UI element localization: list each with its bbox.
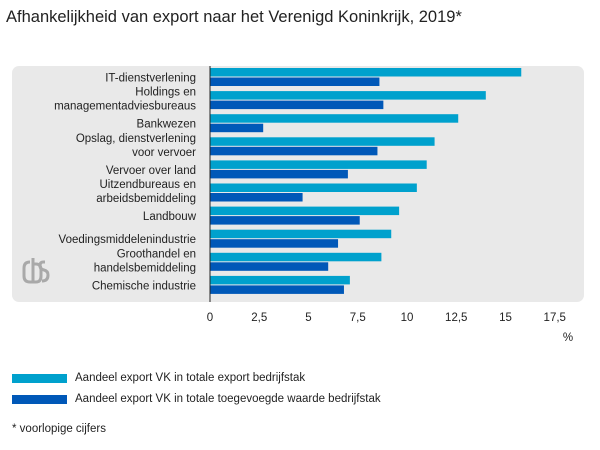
legend-label-value-added: Aandeel export VK in totale toegevoegde … (75, 393, 381, 405)
x-tick-label: 7,5 (350, 312, 366, 324)
category-label: Holdings en managementadviesbureaus (54, 87, 196, 113)
category-label: Uitzendbureaus en arbeidsbemiddeling (96, 179, 196, 205)
bar-value-added-share (210, 123, 264, 133)
legend-swatch-value-added (12, 394, 67, 404)
bar-export-share (210, 91, 486, 100)
bar-export-share (210, 137, 435, 146)
bar-value-added-share (210, 239, 339, 248)
bar-export-share (210, 68, 522, 77)
bar-export-share (210, 160, 427, 169)
x-tick-label: 0 (207, 312, 213, 324)
bar-value-added-share (210, 216, 360, 225)
category-label: Groothandel en handelsbemiddeling (94, 248, 196, 274)
bar-chart: IT-dienstverlening Holdings en managementa… (12, 66, 584, 344)
bar-value-added-share (210, 285, 344, 294)
bar-value-added-share (210, 193, 303, 202)
bar-export-share (210, 206, 400, 216)
bar-value-added-share (210, 146, 378, 156)
bar-value-added-share (210, 262, 329, 271)
x-tick-label: 5 (305, 312, 311, 324)
footnote: * voorlopige cijfers (12, 423, 106, 435)
bar-export-share (210, 114, 459, 123)
legend-item-value-added: Aandeel export VK in totale toegevoegde … (12, 393, 381, 405)
x-tick-label: 2,5 (251, 312, 267, 324)
chart-title: Afhankelijkheid van export naar het Vere… (6, 8, 462, 26)
legend-swatch-export (12, 373, 67, 383)
x-axis-unit-label: % (563, 332, 573, 344)
legend-item-export: Aandeel export VK in totale export bedri… (12, 372, 305, 384)
x-tick-label: 17,5 (544, 312, 566, 324)
category-label: Chemische industrie (92, 280, 196, 292)
category-label: IT-dienstverlening (105, 73, 196, 85)
x-tick-label: 15 (499, 312, 512, 324)
bar-export-share (210, 252, 382, 262)
bar-value-added-share (210, 77, 380, 86)
x-tick-label: 12,5 (445, 312, 467, 324)
category-label: Opslag, dienstverlening voor vervoer (76, 133, 196, 159)
legend-label-export: Aandeel export VK in totale export bedri… (75, 372, 306, 384)
bar-value-added-share (210, 100, 384, 110)
bar-export-share (210, 229, 392, 239)
bar-value-added-share (210, 169, 348, 179)
bar-export-share (210, 183, 417, 192)
category-label: Bankwezen (137, 119, 196, 131)
bar-export-share (210, 275, 350, 285)
category-label: Voedingsmiddelenindustrie (59, 234, 196, 246)
category-label: Vervoer over land (106, 165, 196, 177)
x-tick-label: 10 (401, 312, 414, 324)
category-label: Landbouw (143, 211, 197, 223)
cbs-logo (22, 258, 50, 284)
